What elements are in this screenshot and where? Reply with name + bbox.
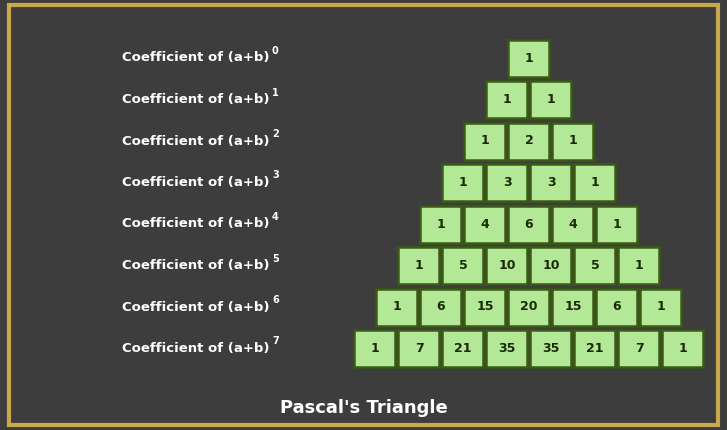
Text: 10: 10 (498, 259, 515, 272)
FancyBboxPatch shape (530, 330, 571, 367)
FancyBboxPatch shape (354, 330, 395, 367)
Text: Coefficient of (a+b): Coefficient of (a+b) (123, 52, 270, 64)
FancyBboxPatch shape (508, 40, 549, 77)
Text: 10: 10 (542, 259, 560, 272)
FancyBboxPatch shape (596, 289, 637, 326)
FancyBboxPatch shape (420, 206, 461, 243)
Text: Coefficient of (a+b): Coefficient of (a+b) (123, 342, 270, 355)
FancyBboxPatch shape (618, 330, 659, 367)
FancyBboxPatch shape (552, 123, 593, 160)
Text: Coefficient of (a+b): Coefficient of (a+b) (123, 135, 270, 147)
Text: Coefficient of (a+b): Coefficient of (a+b) (123, 301, 270, 313)
Text: 1: 1 (414, 259, 423, 272)
Text: 1: 1 (481, 135, 489, 147)
FancyBboxPatch shape (508, 289, 549, 326)
FancyBboxPatch shape (376, 289, 417, 326)
Text: 15: 15 (564, 301, 582, 313)
FancyBboxPatch shape (420, 289, 461, 326)
Text: 5: 5 (459, 259, 467, 272)
FancyBboxPatch shape (398, 247, 439, 284)
Text: 1: 1 (393, 301, 401, 313)
Text: 1: 1 (678, 342, 687, 355)
Text: 1: 1 (437, 218, 446, 230)
Text: 1: 1 (272, 87, 278, 98)
Text: 6: 6 (525, 218, 534, 230)
Text: 1: 1 (569, 135, 577, 147)
Text: 2: 2 (525, 135, 534, 147)
FancyBboxPatch shape (574, 247, 615, 284)
FancyBboxPatch shape (618, 247, 659, 284)
Text: 3: 3 (547, 176, 555, 189)
FancyBboxPatch shape (486, 247, 527, 284)
Text: 20: 20 (521, 301, 538, 313)
FancyBboxPatch shape (486, 81, 527, 118)
Text: 1: 1 (371, 342, 379, 355)
FancyBboxPatch shape (530, 164, 571, 201)
Text: 15: 15 (476, 301, 494, 313)
Text: 5: 5 (590, 259, 599, 272)
FancyBboxPatch shape (442, 247, 483, 284)
Text: Coefficient of (a+b): Coefficient of (a+b) (123, 93, 270, 106)
Text: 1: 1 (525, 52, 534, 64)
Text: 1: 1 (635, 259, 643, 272)
Text: Coefficient of (a+b): Coefficient of (a+b) (123, 259, 270, 272)
Text: 0: 0 (272, 46, 278, 56)
FancyBboxPatch shape (398, 330, 439, 367)
Text: 6: 6 (272, 295, 278, 305)
Text: 1: 1 (613, 218, 622, 230)
Text: 21: 21 (586, 342, 603, 355)
FancyBboxPatch shape (508, 123, 549, 160)
Text: 1: 1 (459, 176, 467, 189)
Text: 5: 5 (272, 254, 278, 264)
Text: 3: 3 (272, 171, 278, 181)
Text: 3: 3 (502, 176, 511, 189)
Text: 7: 7 (272, 337, 278, 347)
Text: 1: 1 (547, 93, 555, 106)
FancyBboxPatch shape (442, 330, 483, 367)
Text: Pascal's Triangle: Pascal's Triangle (280, 399, 447, 417)
FancyBboxPatch shape (464, 123, 505, 160)
Text: 4: 4 (481, 218, 489, 230)
Text: 7: 7 (635, 342, 643, 355)
FancyBboxPatch shape (574, 164, 615, 201)
Text: Coefficient of (a+b): Coefficient of (a+b) (123, 218, 270, 230)
Text: 1: 1 (656, 301, 665, 313)
Text: 21: 21 (454, 342, 472, 355)
Text: 4: 4 (569, 218, 577, 230)
Text: Coefficient of (a+b): Coefficient of (a+b) (123, 176, 270, 189)
Text: 6: 6 (437, 301, 446, 313)
FancyBboxPatch shape (530, 247, 571, 284)
Text: 6: 6 (613, 301, 622, 313)
Text: 7: 7 (414, 342, 423, 355)
FancyBboxPatch shape (486, 330, 527, 367)
FancyBboxPatch shape (640, 289, 681, 326)
Text: 1: 1 (502, 93, 511, 106)
FancyBboxPatch shape (486, 164, 527, 201)
FancyBboxPatch shape (508, 206, 549, 243)
FancyBboxPatch shape (574, 330, 615, 367)
FancyBboxPatch shape (530, 81, 571, 118)
FancyBboxPatch shape (464, 206, 505, 243)
Text: 4: 4 (272, 212, 278, 222)
Text: 35: 35 (498, 342, 515, 355)
Text: 2: 2 (272, 129, 278, 139)
FancyBboxPatch shape (552, 289, 593, 326)
FancyBboxPatch shape (596, 206, 637, 243)
Text: 1: 1 (590, 176, 599, 189)
FancyBboxPatch shape (662, 330, 703, 367)
FancyBboxPatch shape (552, 206, 593, 243)
FancyBboxPatch shape (442, 164, 483, 201)
FancyBboxPatch shape (464, 289, 505, 326)
Text: 35: 35 (542, 342, 560, 355)
